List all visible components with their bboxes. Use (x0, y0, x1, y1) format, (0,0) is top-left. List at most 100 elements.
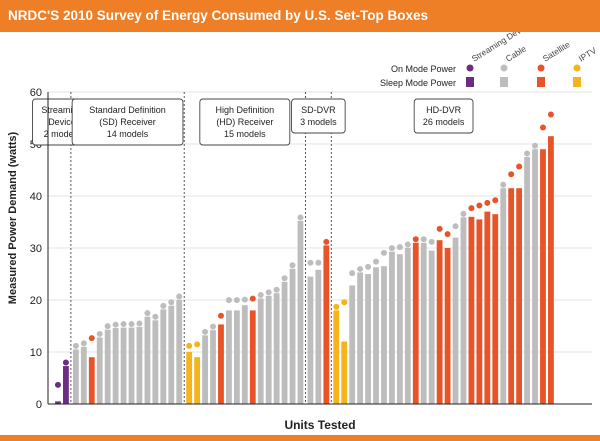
bar-sleep-mode (88, 357, 95, 404)
group-label-line: 2 models (44, 129, 81, 139)
on-mode-markers (54, 111, 554, 388)
legend-sleep-swatch (466, 77, 474, 87)
chart-title: NRDC'S 2010 Survey of Energy Consumed by… (8, 8, 429, 23)
group-label-line: High Definition (216, 105, 275, 115)
bars (55, 136, 554, 404)
dot-on-mode (323, 238, 330, 245)
bar-sleep-mode (404, 248, 411, 404)
group-label-line: Streaming (41, 105, 82, 115)
bar-sleep-mode (194, 357, 201, 404)
y-tick-label: 20 (30, 295, 42, 307)
dot-on-mode (168, 299, 175, 306)
bar-sleep-mode (381, 266, 387, 404)
legend-type-label: Cable (504, 43, 528, 63)
dot-on-mode (120, 321, 127, 328)
dot-on-mode (420, 236, 427, 243)
bar-sleep-mode (186, 352, 193, 404)
bar-sleep-mode (428, 250, 435, 404)
bar-sleep-mode (226, 310, 232, 404)
dot-on-mode (532, 142, 539, 149)
dot-on-mode (436, 225, 443, 232)
bar-sleep-mode (373, 267, 379, 404)
legend-sleep-swatch (573, 77, 581, 87)
group-label-line: SD-DVR (301, 105, 336, 115)
legend-on-marker (573, 64, 581, 72)
dot-on-mode (104, 323, 111, 330)
group-label-line: 3 models (300, 117, 337, 127)
bar-sleep-mode (460, 217, 467, 404)
dot-on-mode (289, 262, 296, 269)
bar-sleep-mode (540, 149, 546, 404)
group-label-line: (HD) Receiver (216, 117, 273, 127)
bar-sleep-mode (202, 335, 208, 404)
legend-sleep-label: Sleep Mode Power (380, 78, 456, 88)
dot-on-mode (412, 236, 419, 243)
dot-on-mode (500, 181, 507, 188)
bar-sleep-mode (508, 188, 515, 404)
dot-on-mode (396, 244, 403, 251)
dot-on-mode (315, 259, 322, 266)
bar-sleep-mode (412, 242, 419, 404)
dot-on-mode (307, 259, 314, 266)
bar-sleep-mode (444, 248, 451, 404)
bar-sleep-mode (210, 330, 216, 404)
group-label-box (199, 98, 291, 146)
bar-sleep-mode (233, 310, 240, 404)
y-tick-label: 0 (36, 399, 42, 411)
group-label-box (413, 98, 474, 134)
bar-sleep-mode (257, 298, 264, 404)
dot-on-mode (281, 275, 288, 282)
bar-sleep-mode (265, 295, 272, 404)
bar-sleep-mode (484, 211, 491, 404)
dot-on-mode (373, 258, 380, 265)
bar-sleep-mode (176, 300, 183, 404)
y-axis-label: Measured Power Demand (watts) (7, 131, 19, 304)
bar-sleep-mode (128, 327, 135, 404)
bar-sleep-mode (341, 341, 348, 404)
group-label-box (291, 98, 346, 134)
group-annotations: Streaming Device 2 models Standard Definiti… (32, 92, 474, 404)
dot-on-mode (404, 241, 411, 248)
legend-type-label: IPTV (577, 45, 599, 64)
bar-sleep-mode (249, 310, 256, 404)
dot-on-mode (444, 231, 451, 238)
title-bar: NRDC'S 2010 Survey of Energy Consumed by… (0, 0, 600, 32)
dot-on-mode (112, 321, 119, 328)
dot-on-mode (524, 150, 531, 157)
bar-sleep-mode (281, 281, 288, 404)
dot-on-mode (128, 321, 135, 328)
dot-on-mode (225, 297, 232, 304)
dot-on-mode (249, 295, 256, 302)
dot-on-mode (194, 341, 201, 348)
dot-on-mode (484, 199, 491, 206)
bar-sleep-mode (315, 269, 322, 404)
bar-sleep-mode (524, 157, 530, 404)
bar-sleep-mode (144, 316, 151, 404)
y-tick-label: 10 (30, 347, 42, 359)
dot-on-mode (72, 342, 79, 349)
bar-sleep-mode (307, 276, 314, 404)
dot-on-mode (96, 330, 103, 337)
bar-sleep-mode (273, 293, 280, 404)
bar-sleep-mode (349, 285, 356, 404)
dot-on-mode (144, 310, 151, 317)
dot-on-mode (257, 291, 264, 298)
dot-on-mode (452, 223, 459, 230)
bar-sleep-mode (152, 320, 159, 404)
group-label-line: Device (48, 117, 76, 127)
dot-on-mode (80, 340, 87, 347)
dot-on-mode (516, 163, 523, 170)
y-tick-label: 30 (30, 243, 42, 255)
dot-on-mode (539, 124, 546, 131)
bar-sleep-mode (72, 349, 79, 404)
dot-on-mode (460, 210, 467, 217)
bar-sleep-mode (532, 149, 538, 404)
group-label-line: 26 models (423, 117, 465, 127)
bar-sleep-mode (357, 272, 364, 404)
dot-on-mode (241, 296, 248, 303)
legend-on-marker (500, 64, 508, 72)
dot-on-mode (341, 299, 348, 306)
bottom-accent-bar (0, 435, 600, 441)
